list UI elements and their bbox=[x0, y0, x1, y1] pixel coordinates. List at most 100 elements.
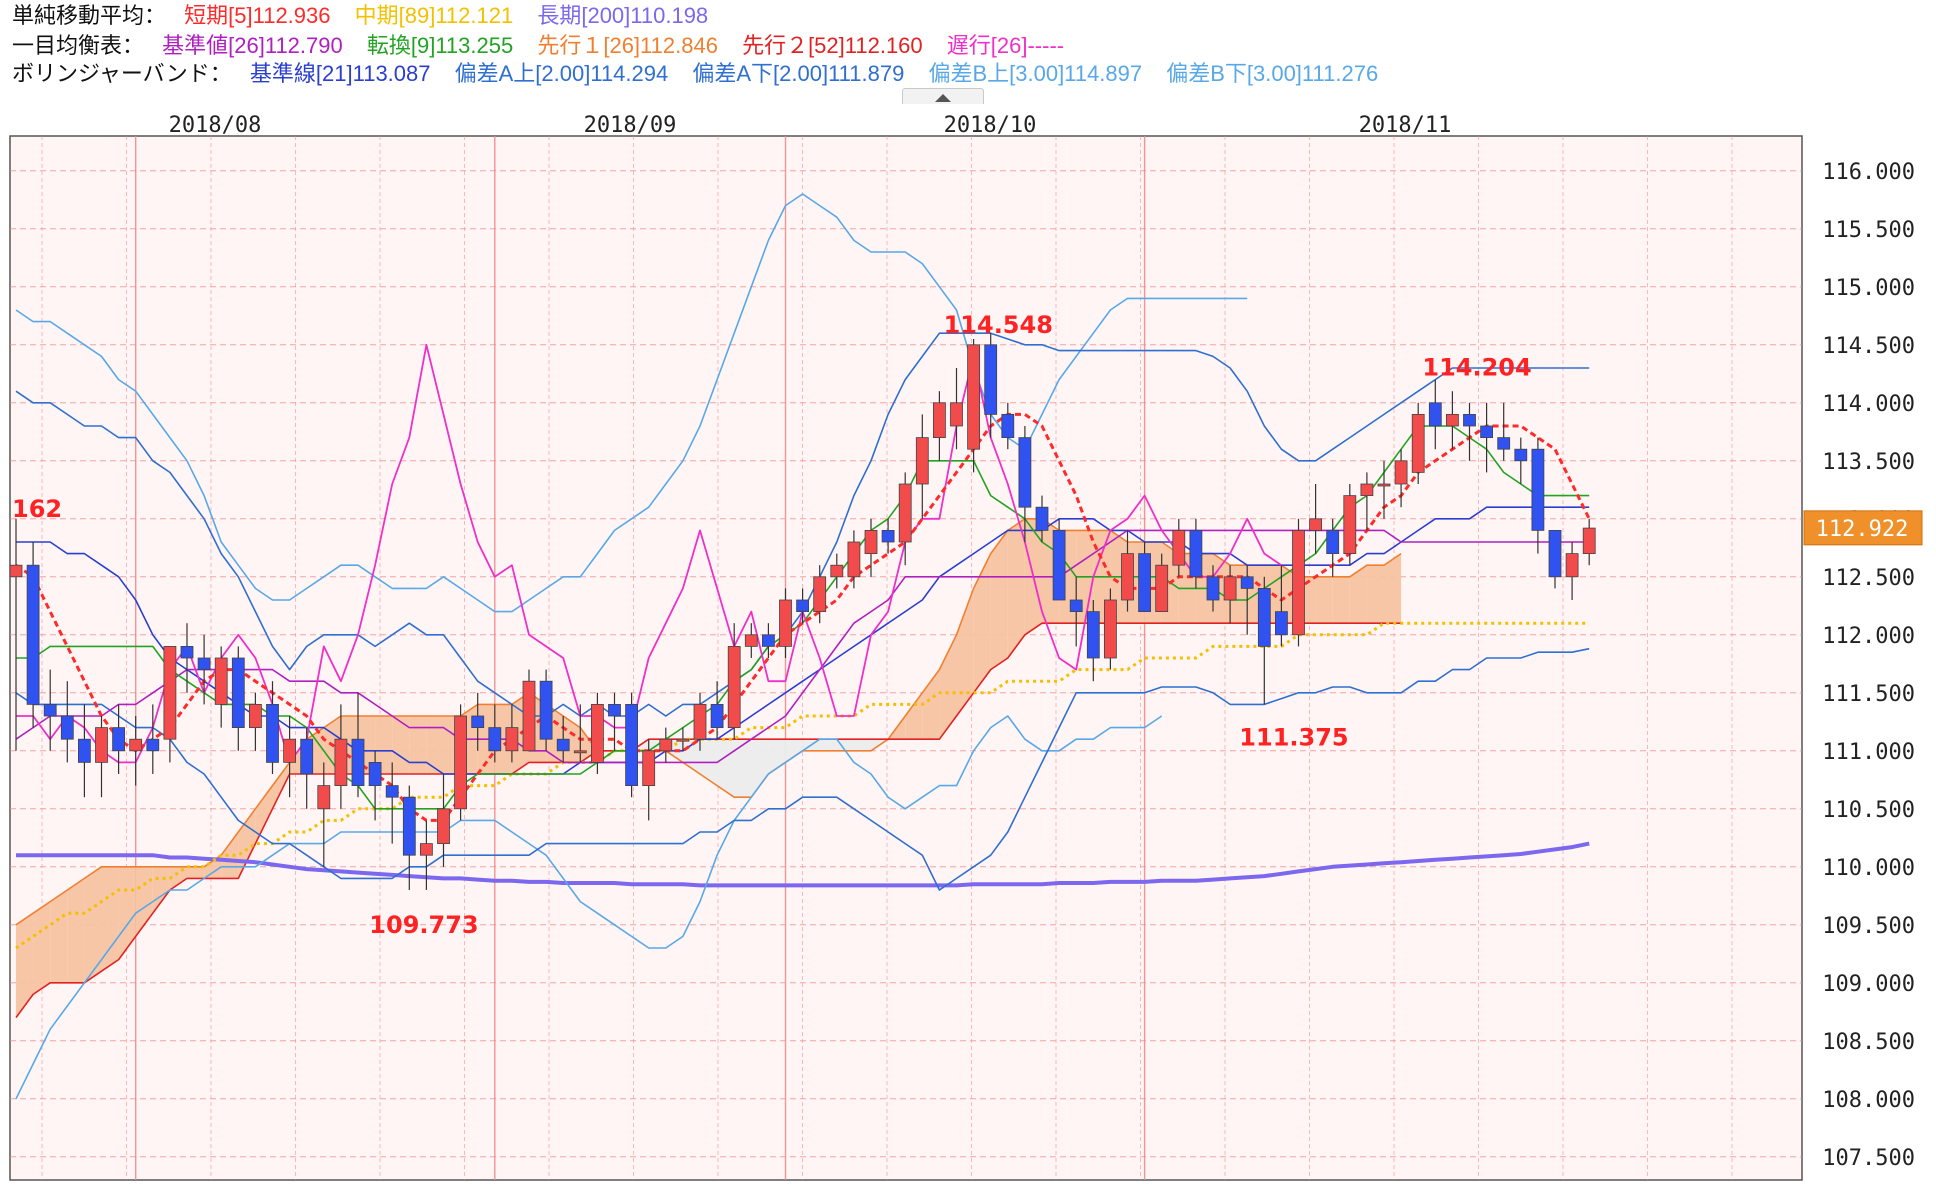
y-tick-label: 113.500 bbox=[1822, 450, 1915, 475]
candle-up bbox=[967, 344, 980, 450]
price-annotation: 111.375 bbox=[1239, 723, 1348, 751]
last-price-tag-box bbox=[1803, 510, 1923, 546]
cloud-segment bbox=[1315, 576, 1333, 624]
candle-up bbox=[659, 738, 673, 752]
candle-up bbox=[864, 529, 878, 554]
candle-down bbox=[1275, 611, 1288, 636]
cloud-segment bbox=[1384, 553, 1402, 624]
candle-down bbox=[197, 657, 211, 670]
cloud-segment bbox=[375, 716, 393, 774]
candle-up bbox=[1292, 529, 1305, 636]
series-line-sma-long bbox=[16, 841, 1590, 888]
candle-up bbox=[642, 750, 656, 786]
y-tick-label: 116.000 bbox=[1822, 160, 1915, 185]
candle-down bbox=[1497, 437, 1511, 450]
y-tick-label: 110.000 bbox=[1822, 856, 1915, 881]
candle-up bbox=[437, 808, 450, 844]
candle-down bbox=[1001, 413, 1015, 438]
candle-up bbox=[898, 483, 912, 543]
y-tick-label: 112.500 bbox=[1822, 566, 1915, 591]
candle-up bbox=[1309, 518, 1322, 531]
candle-up bbox=[727, 646, 741, 729]
candle-down bbox=[625, 704, 638, 787]
cloud-segment bbox=[67, 878, 85, 983]
legend-sma-short: 短期[5]112.936 bbox=[184, 3, 331, 28]
y-tick-label: 111.500 bbox=[1822, 682, 1915, 707]
candle-down bbox=[488, 727, 502, 752]
candle-down bbox=[1138, 553, 1151, 613]
legend-bb-a-up: 偏差A上[2.00]114.294 bbox=[454, 61, 669, 86]
candle-up bbox=[1565, 553, 1579, 578]
candle-down bbox=[1480, 425, 1493, 438]
cloud-segment bbox=[853, 739, 871, 751]
candle-up bbox=[676, 738, 690, 742]
legend-bb-mid: 基準線[21]113.087 bbox=[249, 61, 431, 86]
candle-up bbox=[454, 715, 468, 810]
series-line-sma-mid bbox=[15, 621, 1590, 950]
legend-sma-long: 長期[200]110.198 bbox=[537, 3, 709, 28]
candle-down bbox=[402, 796, 416, 856]
cloud-segment bbox=[101, 866, 119, 972]
candle-down bbox=[539, 680, 553, 740]
candle-up bbox=[283, 738, 297, 763]
legend-bb-b-up: 偏差B上[3.00]114.897 bbox=[928, 61, 1143, 86]
price-annotation: 114.204 bbox=[1422, 354, 1531, 382]
candle-up bbox=[1360, 483, 1374, 496]
legend-sma-mid: 中期[89]112.121 bbox=[354, 3, 514, 28]
candle-down bbox=[266, 704, 279, 763]
y-tick-label: 110.500 bbox=[1822, 798, 1915, 823]
y-tick-label: 108.500 bbox=[1822, 1030, 1915, 1055]
candle-down bbox=[710, 704, 724, 729]
candle-down bbox=[1035, 506, 1049, 531]
candle-up bbox=[1104, 599, 1117, 659]
candle-up bbox=[95, 727, 108, 763]
candle-down bbox=[300, 738, 314, 775]
candle-down bbox=[351, 738, 365, 787]
candle-up bbox=[813, 576, 827, 612]
candle-down bbox=[231, 657, 245, 728]
candle-up bbox=[419, 843, 433, 856]
price-axis: 107.500 108.000 108.500 109.000 109.500 110.0… bbox=[1822, 160, 1915, 1171]
candle-down bbox=[180, 646, 194, 659]
candle-up bbox=[1223, 576, 1237, 601]
legend-ichimoku-row: 一目均衡表： 基準値[26]112.790 転換[9]113.255 先行１[2… bbox=[12, 32, 1082, 60]
month-axis: 2018/08 2018/09 2018/10 2018/11 bbox=[169, 113, 1452, 138]
candle-up bbox=[248, 704, 262, 729]
candle-up bbox=[505, 727, 519, 752]
x-tick-label: 2018/09 bbox=[584, 113, 677, 138]
candle-down bbox=[1206, 576, 1220, 601]
candle-down bbox=[471, 715, 485, 728]
series-line-chikou bbox=[16, 343, 1282, 764]
plot-area bbox=[9, 135, 1803, 1181]
last-price-label: 112.922 bbox=[1816, 517, 1909, 542]
legend-bb-a-dn: 偏差A下[2.00]111.879 bbox=[692, 61, 905, 86]
candle-up bbox=[522, 680, 536, 752]
legend-sma-label: 単純移動平均： bbox=[12, 3, 167, 28]
cloud-segment bbox=[33, 901, 51, 995]
cloud-segment bbox=[392, 716, 410, 774]
candle-up bbox=[1446, 413, 1459, 427]
cloud-segment bbox=[819, 739, 837, 751]
y-tick-label: 109.500 bbox=[1822, 914, 1915, 939]
candle-down bbox=[368, 762, 382, 787]
y-tick-label: 112.000 bbox=[1822, 624, 1915, 649]
legend-senkou1: 先行１[26]112.846 bbox=[537, 33, 718, 58]
candle-down bbox=[385, 785, 399, 798]
cloud-segment bbox=[580, 727, 598, 763]
candle-down bbox=[1189, 529, 1203, 578]
cloud-segment bbox=[836, 739, 854, 751]
candle-down bbox=[78, 738, 91, 763]
cloud-segment bbox=[751, 739, 769, 798]
series-line-bb-a-dn bbox=[15, 647, 1590, 891]
candle-down bbox=[60, 715, 74, 740]
candle-up bbox=[1121, 553, 1134, 601]
cloud-segment bbox=[734, 739, 752, 798]
y-tick-label: 114.500 bbox=[1822, 334, 1915, 359]
candle-down bbox=[112, 727, 125, 752]
cloud-segment bbox=[187, 866, 205, 879]
legend-bollinger-label: ボリンジャーバンド： bbox=[12, 61, 232, 86]
price-annotations: 114.548 114.204 111.375 109.773 162 bbox=[12, 311, 1532, 939]
legend-ichimoku-label: 一目均衡表： bbox=[12, 33, 145, 58]
candle-down bbox=[1257, 587, 1271, 647]
cloud-segment bbox=[990, 530, 1008, 670]
